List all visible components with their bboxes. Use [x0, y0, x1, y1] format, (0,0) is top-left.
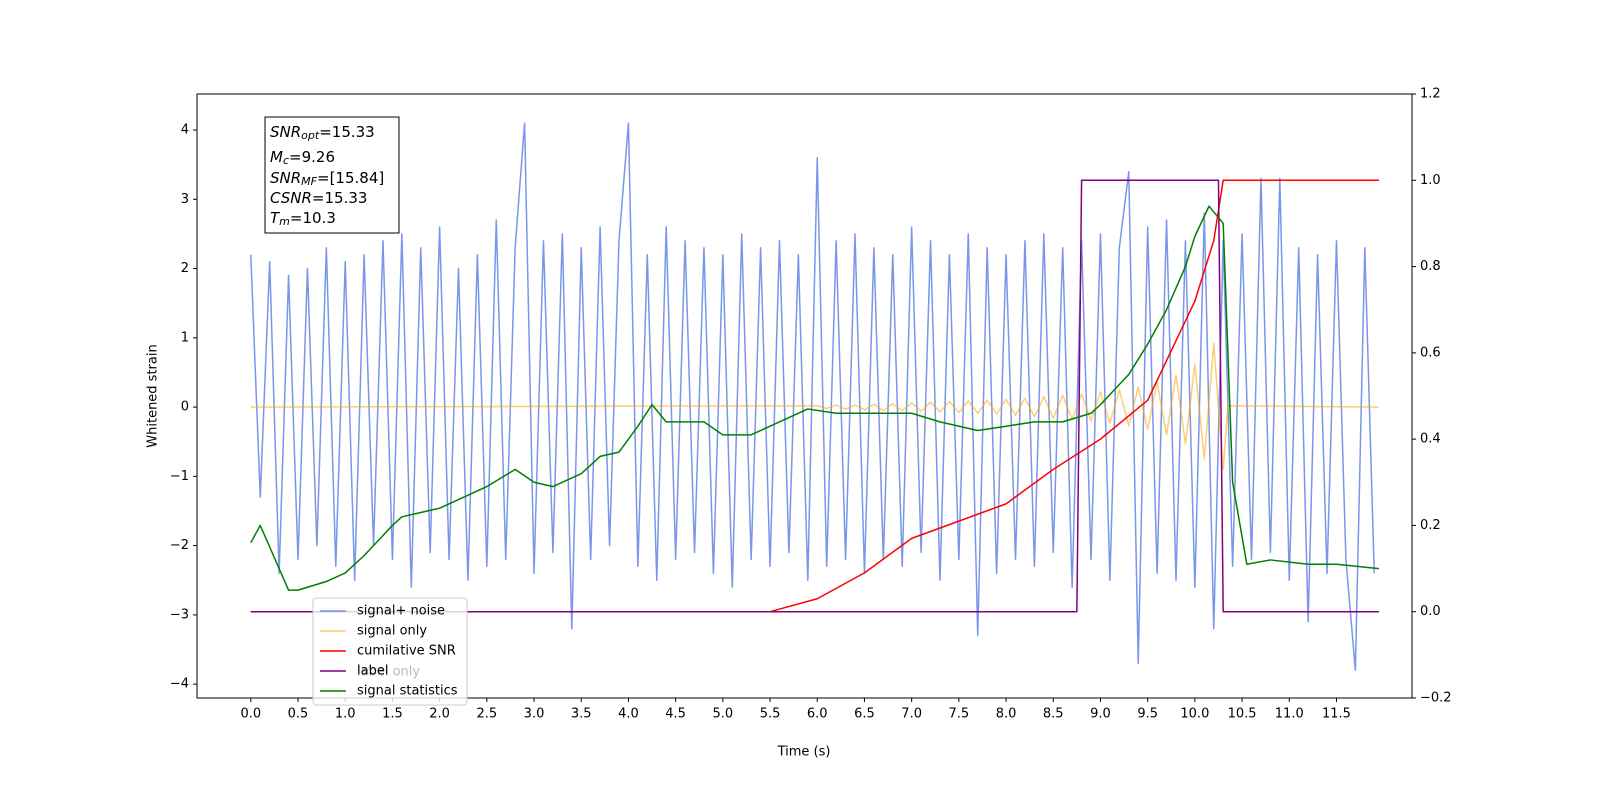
- annotation-value: =10.3: [290, 209, 336, 227]
- annotation: Tm=10.3: [270, 209, 336, 229]
- annotation-subscript: opt: [301, 129, 320, 142]
- legend-label: signal+ noise: [357, 604, 445, 619]
- series-line: [250, 179, 1379, 613]
- y-tick-label: 2: [181, 261, 189, 276]
- y-tick-label: −3: [170, 607, 189, 622]
- series-line: [250, 179, 1379, 613]
- annotation-value: =[15.84]: [317, 169, 384, 187]
- x-tick-label: 3.0: [524, 707, 545, 722]
- annotation-subscript: MF: [301, 175, 317, 188]
- y-tick-label: −2: [170, 538, 189, 553]
- series-line: [250, 122, 1375, 672]
- y2-tick-label: 0.6: [1420, 345, 1441, 360]
- legend-label: signal only: [357, 624, 427, 639]
- plot-frame: [196, 93, 1413, 699]
- x-tick-label: 11.0: [1275, 707, 1304, 722]
- x-tick-label: 5.0: [712, 707, 733, 722]
- x-tick-label: 1.0: [335, 707, 356, 722]
- x-tick-label: 11.5: [1322, 707, 1351, 722]
- x-tick-label: 5.5: [760, 707, 781, 722]
- x-tick-label: 2.0: [429, 707, 450, 722]
- annotation-symbol: M: [270, 148, 283, 166]
- y2-tick-label: 0.4: [1420, 432, 1441, 447]
- y2-tick-label: 0.8: [1420, 259, 1441, 274]
- x-tick-label: 4.5: [665, 707, 686, 722]
- annotation-value: =9.26: [289, 148, 335, 166]
- y2-tick-label: 1.0: [1420, 173, 1441, 188]
- y2-tick-label: −0.2: [1420, 691, 1452, 706]
- legend-label: label: [357, 664, 388, 679]
- y-tick-label: 0: [181, 400, 189, 415]
- annotation: SNRopt=15.33: [270, 123, 375, 143]
- x-tick-label: 0.5: [288, 707, 309, 722]
- annotation-subscript: m: [279, 215, 290, 228]
- x-tick-label: 10.0: [1180, 707, 1209, 722]
- series-line: [250, 205, 1380, 591]
- annotation-symbol: SNR: [270, 169, 301, 187]
- annotation-symbol: CSNR: [270, 189, 312, 207]
- legend-ghost-label: label only: [357, 665, 420, 680]
- x-tick-label: 6.0: [807, 707, 828, 722]
- legend-label: signal statistics: [357, 684, 458, 699]
- legend-label: cumilative SNR: [357, 644, 456, 659]
- y-tick-label: −1: [170, 469, 189, 484]
- x-tick-label: 9.0: [1090, 707, 1111, 722]
- annotation-value: =15.33: [319, 123, 375, 141]
- y-tick-label: 1: [181, 330, 189, 345]
- y2-tick-label: 0.0: [1420, 604, 1441, 619]
- x-tick-label: 8.0: [996, 707, 1017, 722]
- x-tick-label: 7.5: [949, 707, 970, 722]
- x-tick-label: 7.0: [901, 707, 922, 722]
- x-tick-label: 6.5: [854, 707, 875, 722]
- y-tick-label: 3: [181, 192, 189, 207]
- y-axis-label: Whitened strain: [146, 344, 161, 447]
- annotation-subscript: c: [283, 154, 289, 167]
- x-tick-label: 9.5: [1137, 707, 1158, 722]
- y-tick-label: −4: [170, 677, 189, 692]
- annotation-symbol: SNR: [270, 123, 301, 141]
- y2-tick-label: 1.2: [1420, 87, 1441, 102]
- x-tick-label: 4.0: [618, 707, 639, 722]
- x-tick-label: 3.5: [571, 707, 592, 722]
- x-tick-label: 10.5: [1228, 707, 1257, 722]
- x-axis-label: Time (s): [777, 745, 831, 760]
- annotation: SNRMF=[15.84]: [270, 169, 384, 189]
- x-tick-label: 8.5: [1043, 707, 1064, 722]
- annotation: CSNR=15.33: [270, 189, 367, 207]
- y-tick-label: 4: [181, 123, 189, 138]
- annotation-box: [264, 116, 400, 234]
- annotation-symbol: T: [270, 209, 281, 227]
- annotation-value: =15.33: [312, 189, 368, 207]
- legend-box: [312, 597, 468, 706]
- x-tick-label: 1.5: [382, 707, 403, 722]
- series-line: [250, 342, 1379, 471]
- annotation: Mc=9.26: [270, 148, 335, 168]
- y2-tick-label: 0.2: [1420, 518, 1441, 533]
- x-tick-label: 0.0: [240, 707, 261, 722]
- x-tick-label: 2.5: [476, 707, 497, 722]
